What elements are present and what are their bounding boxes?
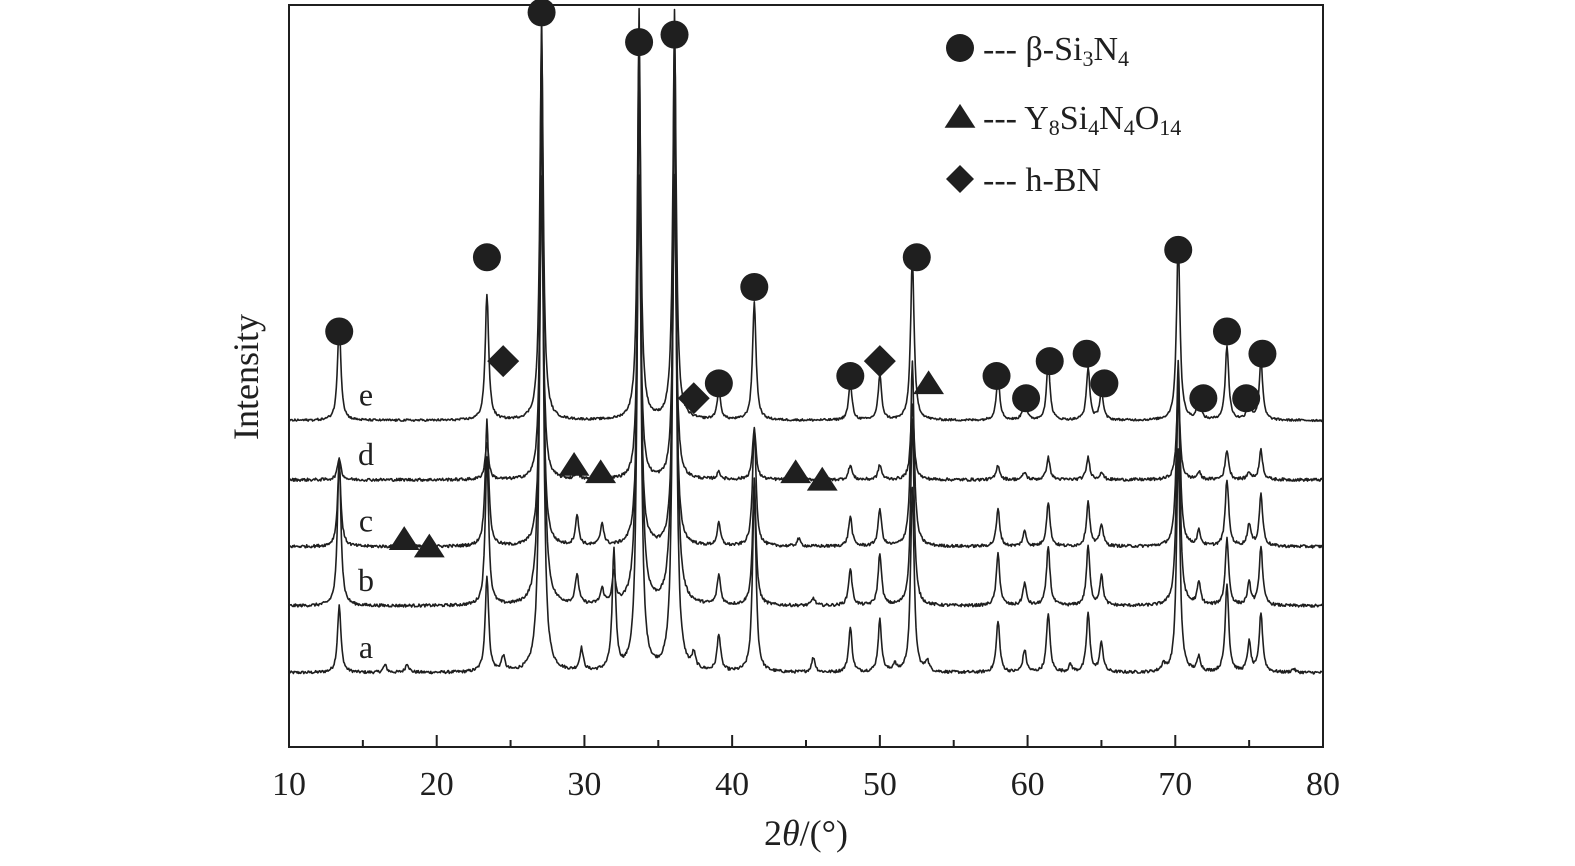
legend-formula-base: β-Si [1025,31,1082,68]
circle-marker [1189,384,1218,413]
legend-subscript: 4 [1124,115,1135,140]
legend-subscript: 14 [1159,115,1181,140]
triangle-marker [558,451,590,476]
legend-label: --- Y8Si4N4O14 [983,100,1181,140]
y-axis-title: Intensity [226,314,266,440]
diamond-marker [677,382,710,415]
circle-marker [982,362,1011,390]
legend-dash: --- [983,162,1025,199]
circle-marker [325,317,354,346]
circle-marker [1090,369,1119,398]
legend-item-circle: --- β-Si3N4 [946,31,1129,71]
x-tick-label: 80 [1306,766,1340,803]
x-axis-title: 2θ/(°) [764,813,848,853]
circle-marker [902,243,931,272]
circle-marker [740,272,769,301]
curve-b [288,7,1324,608]
x-axis: 10 20 30 40 50 60 70 80 [272,735,1340,803]
x-tick-label: 70 [1158,766,1192,803]
legend-dash: --- [983,100,1024,137]
curve-a [288,74,1324,675]
legend-element: O [1135,100,1160,137]
x-tick-label: 60 [1011,766,1045,803]
curve-label-d: d [358,436,374,472]
circle-marker [527,0,556,27]
circle-marker [1012,384,1041,413]
legend-element: N [1099,100,1124,137]
triangle-marker [913,370,945,395]
circle-marker [704,369,733,398]
diamond-marker [863,345,896,378]
x-axis-title-prefix: 2 [764,813,782,853]
x-axis-title-theta: θ [782,813,800,853]
legend-dash: --- [983,31,1025,68]
curve-group [288,7,1324,675]
legend-formula-base: Y [1024,100,1049,137]
circle-marker [836,362,865,390]
curve-label-b: b [358,562,374,598]
circle-marker [1248,339,1277,368]
curve-c [288,173,1324,549]
circle-marker [472,243,501,272]
legend-subscript: 4 [1088,115,1099,140]
curve-label-e: e [359,377,373,413]
circle-marker [1035,347,1064,376]
legend-formula-base: h-BN [1025,162,1101,199]
curve-label-a: a [359,629,373,665]
triangle-marker [806,466,838,491]
circle-marker [1232,384,1261,413]
curve-d [288,179,1324,482]
circle-marker [1072,339,1101,368]
x-tick-label: 50 [863,766,897,803]
circle-marker [625,28,654,57]
triangle-marker [585,459,617,484]
legend-subscript: 4 [1118,46,1129,71]
circle-marker [1212,317,1241,346]
x-tick-label: 40 [715,766,749,803]
legend-element: Si [1060,100,1088,137]
legend-diamond-icon [946,165,974,193]
curve-e [288,31,1324,423]
legend-element: N [1093,31,1118,68]
legend-subscript: 3 [1082,46,1093,71]
marker-group [325,0,1277,558]
legend-label: --- h-BN [983,162,1101,199]
triangle-marker [780,459,812,484]
x-axis-title-unit: /(°) [800,813,848,853]
x-tick-label: 30 [567,766,601,803]
triangle-marker [413,533,445,558]
legend-label: --- β-Si3N4 [983,31,1129,71]
x-tick-label: 20 [420,766,454,803]
legend-item-triangle: --- Y8Si4N4O14 [944,100,1181,140]
legend-subscript: 8 [1049,115,1060,140]
legend-triangle-icon [944,103,976,128]
curve-label-c: c [359,503,373,539]
legend-item-diamond: --- h-BN [946,162,1101,199]
x-tick-label: 10 [272,766,306,803]
circle-marker [660,20,689,49]
legend-circle-icon [946,34,974,62]
diamond-marker [487,345,520,378]
circle-marker [1164,235,1193,264]
triangle-marker [388,526,420,550]
legend: --- β-Si3N4--- Y8Si4N4O14--- h-BN [944,31,1181,199]
